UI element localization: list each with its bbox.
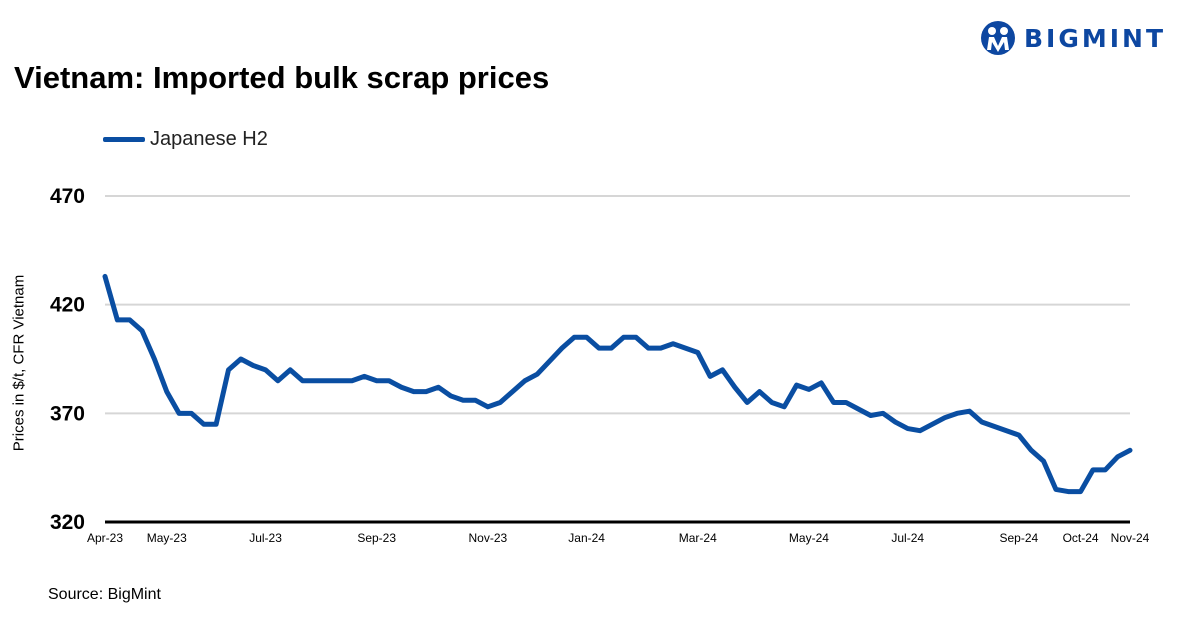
source-note: Source: BigMint	[48, 586, 161, 603]
y-tick-label: 370	[50, 402, 85, 425]
x-tick-label: Oct-24	[1063, 531, 1099, 545]
legend-swatch	[103, 137, 145, 142]
x-tick-label: Apr-23	[87, 531, 123, 545]
legend-label: Japanese H2	[150, 128, 268, 150]
legend: Japanese H2	[103, 128, 268, 151]
x-tick-label: Sep-24	[1000, 531, 1039, 545]
x-tick-label: Sep-23	[357, 531, 396, 545]
bigmint-logo: BIGMINT	[980, 20, 1166, 56]
y-tick-label: 470	[50, 185, 85, 208]
x-tick-label: Jan-24	[568, 531, 605, 545]
y-tick-label: 420	[50, 294, 85, 317]
x-tick-label: Mar-24	[679, 531, 717, 545]
x-tick-label: Nov-23	[468, 531, 507, 545]
x-tick-label: May-23	[147, 531, 187, 545]
chart-title: Vietnam: Imported bulk scrap prices	[14, 60, 550, 95]
logo-icon	[981, 21, 1015, 55]
logo-text: BIGMINT	[1024, 23, 1167, 53]
series-line-japanese-h2	[102, 273, 1133, 495]
x-tick-label: Nov-24	[1111, 531, 1150, 545]
x-tick-label: Jul-24	[891, 531, 924, 545]
x-tick-label: Jul-23	[249, 531, 282, 545]
x-tick-label: May-24	[789, 531, 829, 545]
y-tick-label: 320	[50, 511, 85, 534]
